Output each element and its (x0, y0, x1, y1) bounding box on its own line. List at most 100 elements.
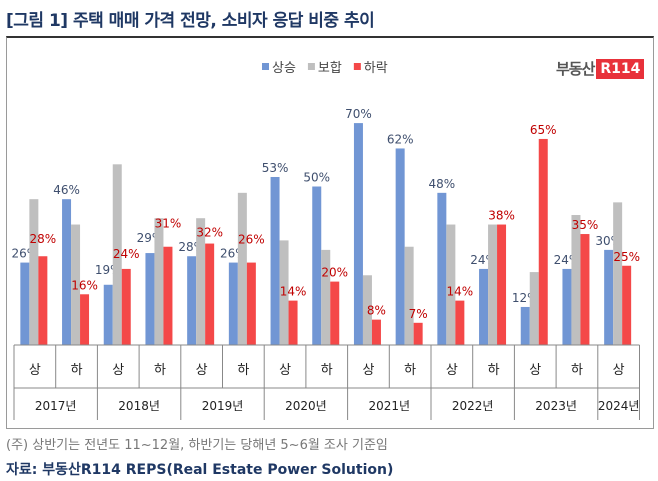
source: 자료: 부동산R114 REPS(Real Estate Power Solut… (6, 462, 394, 478)
category-label: 상 (613, 363, 625, 378)
category-label: 하 (237, 363, 249, 378)
legend-label: 하락 (364, 61, 388, 76)
category-label: 상 (29, 363, 41, 378)
legend-label: 보합 (318, 61, 342, 76)
data-label: 8% (367, 304, 386, 318)
bar-상승 (353, 123, 363, 345)
bar-하락 (455, 300, 465, 345)
bar-보합 (279, 240, 289, 345)
category-label: 하 (404, 363, 416, 378)
category-label: 하 (154, 363, 166, 378)
bar-하락 (622, 265, 632, 345)
bar-하락 (246, 262, 256, 345)
bar-상승 (20, 262, 30, 345)
bar-보합 (112, 164, 122, 345)
bar-상승 (103, 284, 113, 345)
chart-frame (6, 36, 654, 429)
bar-상승 (145, 253, 155, 345)
data-label: 50% (303, 171, 330, 185)
data-label: 31% (155, 217, 182, 231)
bar-보합 (29, 199, 39, 345)
bar-하락 (205, 243, 215, 345)
bar-보합 (529, 272, 539, 345)
legend-swatch (307, 63, 315, 70)
bar-보합 (196, 218, 206, 345)
category-label: 상 (112, 363, 124, 378)
category-label: 상 (446, 363, 458, 378)
logo-badge: R114 (596, 58, 645, 79)
data-label: 16% (71, 278, 98, 292)
year-label: 2019년 (202, 399, 244, 413)
data-label: 24% (113, 247, 140, 261)
year-label: 2017년 (35, 399, 77, 413)
figure-title: [그림 1] 주택 매매 가격 전망, 소비자 응답 비중 추이 (6, 11, 375, 31)
bar-보합 (613, 202, 623, 345)
bar-하락 (288, 300, 298, 345)
bar-하락 (497, 224, 507, 345)
bar-하락 (38, 256, 48, 345)
bar-상승 (437, 192, 447, 345)
category-label: 상 (279, 363, 291, 378)
bar-상승 (395, 148, 405, 345)
logo: 부동산 R114 (556, 58, 645, 79)
data-label: 28% (30, 232, 57, 246)
category-label: 상 (196, 363, 208, 378)
year-label: 2020년 (285, 399, 327, 413)
bar-상승 (312, 186, 322, 345)
year-label: 2023년 (535, 399, 577, 413)
bar-상승 (479, 268, 489, 345)
data-label: 7% (409, 307, 428, 321)
footnote: (주) 상반기는 전년도 11~12월, 하반기는 당해년 5~6월 조사 기준… (6, 438, 388, 453)
bar-상승 (187, 256, 197, 345)
data-label: 65% (530, 123, 557, 137)
data-label: 46% (53, 183, 80, 197)
bar-상승 (604, 249, 614, 345)
year-label: 2022년 (452, 399, 494, 413)
data-label: 26% (238, 233, 265, 247)
category-label: 하 (71, 363, 83, 378)
bar-보합 (488, 224, 498, 345)
logo-text: 부동산 (556, 60, 595, 78)
bar-하락 (163, 246, 173, 345)
bar-보합 (571, 215, 581, 345)
bar-하락 (330, 281, 340, 345)
category-label: 하 (321, 363, 333, 378)
data-label: 14% (280, 285, 307, 299)
data-label: 38% (488, 209, 515, 223)
data-label: 25% (613, 250, 640, 264)
bar-상승 (562, 268, 572, 345)
category-label: 상 (362, 363, 374, 378)
bar-하락 (371, 319, 381, 345)
bar-하락 (413, 322, 423, 345)
category-label: 상 (529, 363, 541, 378)
year-label: 2024년 (598, 399, 640, 413)
bar-보합 (446, 224, 456, 345)
bar-보합 (321, 249, 331, 345)
legend-label: 상승 (272, 61, 296, 76)
legend-swatch (262, 63, 269, 70)
data-label: 53% (262, 161, 289, 175)
bar-하락 (538, 138, 548, 345)
bar-보합 (71, 224, 81, 345)
bar-상승 (520, 306, 530, 345)
bar-상승 (270, 176, 280, 345)
data-label: 48% (429, 177, 456, 191)
bar-하락 (121, 268, 131, 345)
bar-보합 (237, 192, 247, 345)
bar-하락 (580, 234, 590, 345)
data-label: 70% (345, 107, 372, 121)
year-label: 2018년 (118, 399, 160, 413)
bar-상승 (228, 262, 238, 345)
legend-swatch (353, 63, 361, 70)
data-label: 35% (572, 218, 599, 232)
year-label: 2021년 (369, 399, 411, 413)
category-label: 하 (571, 363, 583, 378)
data-label: 14% (447, 285, 474, 299)
data-label: 62% (387, 132, 414, 146)
category-label: 하 (488, 363, 500, 378)
bar-보합 (362, 275, 372, 345)
data-label: 20% (321, 266, 348, 280)
bar-보합 (154, 218, 164, 345)
